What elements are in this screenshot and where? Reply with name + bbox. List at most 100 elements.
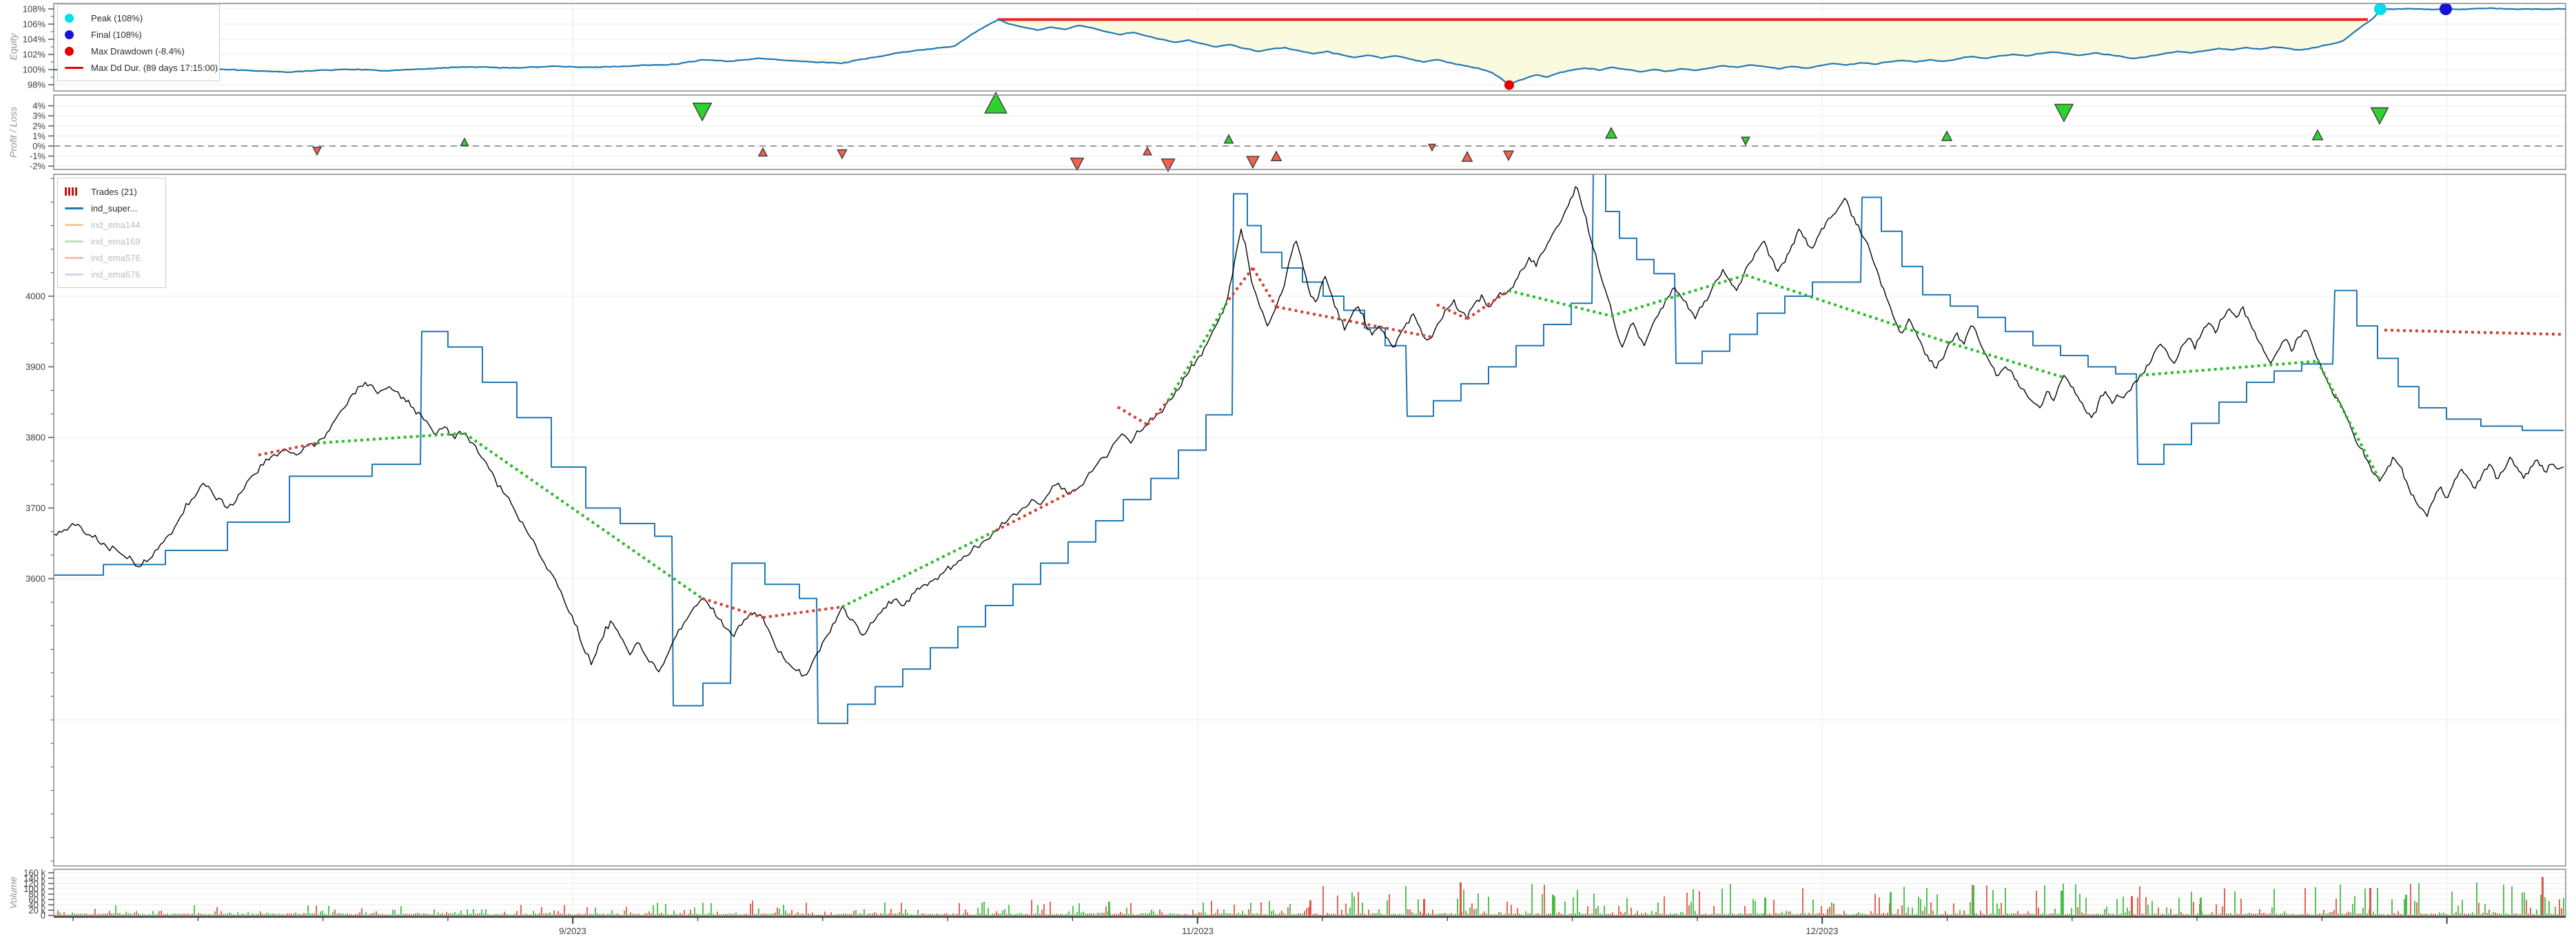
price-legend-item-4[interactable]: ind_ema576 (65, 249, 157, 266)
volume-bar (2189, 915, 2190, 916)
volume-bar (2553, 914, 2554, 915)
volume-bar (1389, 894, 1390, 915)
volume-bar (119, 913, 121, 916)
volume-bar (92, 913, 94, 915)
volume-bar (839, 914, 840, 915)
volume-bar (1279, 913, 1280, 915)
volume-bar (1988, 914, 1990, 915)
price-legend-item-2[interactable]: ind_ema144 (65, 216, 157, 233)
volume-bar (2511, 887, 2513, 915)
pl-panel-grid (54, 95, 2566, 169)
volume-bar (1606, 914, 1607, 915)
volume-bar (1628, 915, 1630, 916)
volume-bar (1442, 913, 1444, 915)
volume-bar (2236, 913, 2238, 915)
volume-bar (1734, 914, 1735, 915)
volume-bar (1928, 914, 1930, 915)
volume-bar (651, 913, 652, 915)
trade-pl-marker[interactable] (1429, 145, 1435, 151)
volume-bar (1562, 914, 1564, 915)
volume-bar (378, 913, 379, 915)
volume-bar (1341, 910, 1342, 915)
volume-bar (648, 911, 650, 915)
equity-legend-item-1[interactable]: Final (108%) (65, 26, 211, 43)
equity-legend-item-2[interactable]: Max Drawdown (-8.4%) (65, 43, 211, 59)
volume-bar (1223, 909, 1225, 915)
price-legend-item-3[interactable]: ind_ema169 (65, 233, 157, 249)
volume-bar (479, 913, 480, 915)
trade-pl-marker[interactable] (693, 103, 712, 121)
price-legend-item-1[interactable]: ind_super... (65, 200, 157, 216)
volume-bar (351, 914, 352, 915)
volume-bar (2420, 913, 2422, 915)
price-legend-label: ind_ema576 (91, 253, 141, 263)
trade-pl-marker[interactable] (313, 147, 321, 155)
volume-bar (1918, 897, 1919, 915)
volume-bar (94, 909, 96, 915)
volume-bar (994, 914, 995, 915)
equity-legend-item-0[interactable]: Peak (108%) (65, 10, 211, 26)
trade-line-win (1947, 342, 2064, 377)
volume-bar (2183, 914, 2184, 915)
volume-bar (888, 913, 890, 915)
volume-bar (1351, 893, 1353, 916)
volume-bar (396, 914, 398, 915)
chart-canvas[interactable]: 108%106%104%102%100%98%4%3%2%1%0%-1%-2%4… (0, 0, 2576, 952)
volume-bar (247, 912, 249, 915)
volume-bar (1571, 913, 1572, 915)
trade-pl-marker[interactable] (1741, 137, 1750, 145)
volume-bar (2431, 913, 2432, 915)
volume-bar (202, 914, 203, 915)
trade-pl-marker[interactable] (2313, 130, 2323, 140)
volume-bar (2143, 914, 2145, 915)
volume-bar (2253, 914, 2254, 915)
equity-legend-item-3[interactable]: Max Dd Dur. (89 days 17:15:00) (65, 59, 211, 76)
volume-bar (264, 914, 265, 915)
volume-bar (653, 905, 654, 915)
volume-bar (1521, 914, 1522, 915)
volume-bar (547, 913, 549, 915)
volume-bar (1738, 913, 1739, 915)
volume-bar (646, 913, 648, 915)
volume-bar (996, 911, 997, 915)
volume-bar (1289, 904, 1291, 915)
price-legend-item-5[interactable]: ind_ema676 (65, 266, 157, 282)
volume-bar (661, 913, 662, 915)
trade-pl-marker[interactable] (985, 92, 1006, 113)
volume-bar (291, 914, 292, 916)
trade-pl-marker[interactable] (1143, 147, 1152, 155)
volume-bar (665, 904, 666, 915)
volume-bar (287, 913, 288, 915)
volume-bar (74, 913, 75, 915)
trade-pl-marker[interactable] (1504, 151, 1513, 160)
volume-bar (223, 914, 224, 915)
volume-bar (911, 914, 912, 915)
volume-bar (2081, 912, 2083, 915)
volume-bar (1356, 915, 1357, 916)
volume-bar (260, 911, 261, 915)
trade-pl-marker[interactable] (461, 138, 469, 146)
trade-pl-marker[interactable] (1606, 128, 1617, 138)
trade-pl-marker[interactable] (1462, 152, 1472, 162)
line-icon (65, 67, 85, 69)
volume-bar (632, 914, 633, 915)
volume-bar (2383, 914, 2384, 915)
trade-pl-marker[interactable] (759, 148, 767, 156)
trade-pl-marker[interactable] (1071, 158, 1083, 170)
price-legend-item-0[interactable]: Trades (21) (65, 183, 157, 200)
volume-bar (1068, 911, 1070, 915)
volume-bar (1198, 912, 1200, 915)
volume-bar (1992, 890, 1994, 915)
volume-bar (413, 914, 414, 916)
volume-bar (473, 909, 474, 915)
volume-bar (1690, 902, 1692, 915)
volume-bar (899, 912, 900, 915)
volume-bar (1236, 914, 1237, 915)
volume-bar (320, 911, 321, 915)
volume-bar (241, 913, 243, 915)
volume-bar (700, 914, 702, 915)
trade-pl-marker[interactable] (2055, 104, 2073, 121)
volume-bar (1744, 906, 1746, 915)
volume-bar (969, 915, 970, 916)
trade-pl-marker[interactable] (837, 149, 846, 158)
